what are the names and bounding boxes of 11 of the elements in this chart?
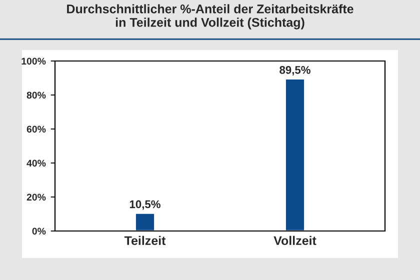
y-tick-label: 20% <box>26 194 46 201</box>
chart-title: Durchschnittlicher %-Anteil der Zeitarbeitskräfte in Teilzeit und Vollzeit (Stichtag) <box>67 4 354 30</box>
data-label: 10,5% <box>130 200 160 210</box>
x-tick-label: Vollzeit <box>274 236 316 246</box>
y-tick-label: 60% <box>26 126 46 133</box>
y-tick-label: 0% <box>32 228 46 235</box>
x-tick-label: Teilzeit <box>124 236 166 246</box>
y-tick-label: 100% <box>22 58 46 65</box>
data-label: 89,5% <box>280 66 310 76</box>
y-tick-label: 40% <box>26 160 46 167</box>
y-tick-label: 80% <box>26 92 46 99</box>
